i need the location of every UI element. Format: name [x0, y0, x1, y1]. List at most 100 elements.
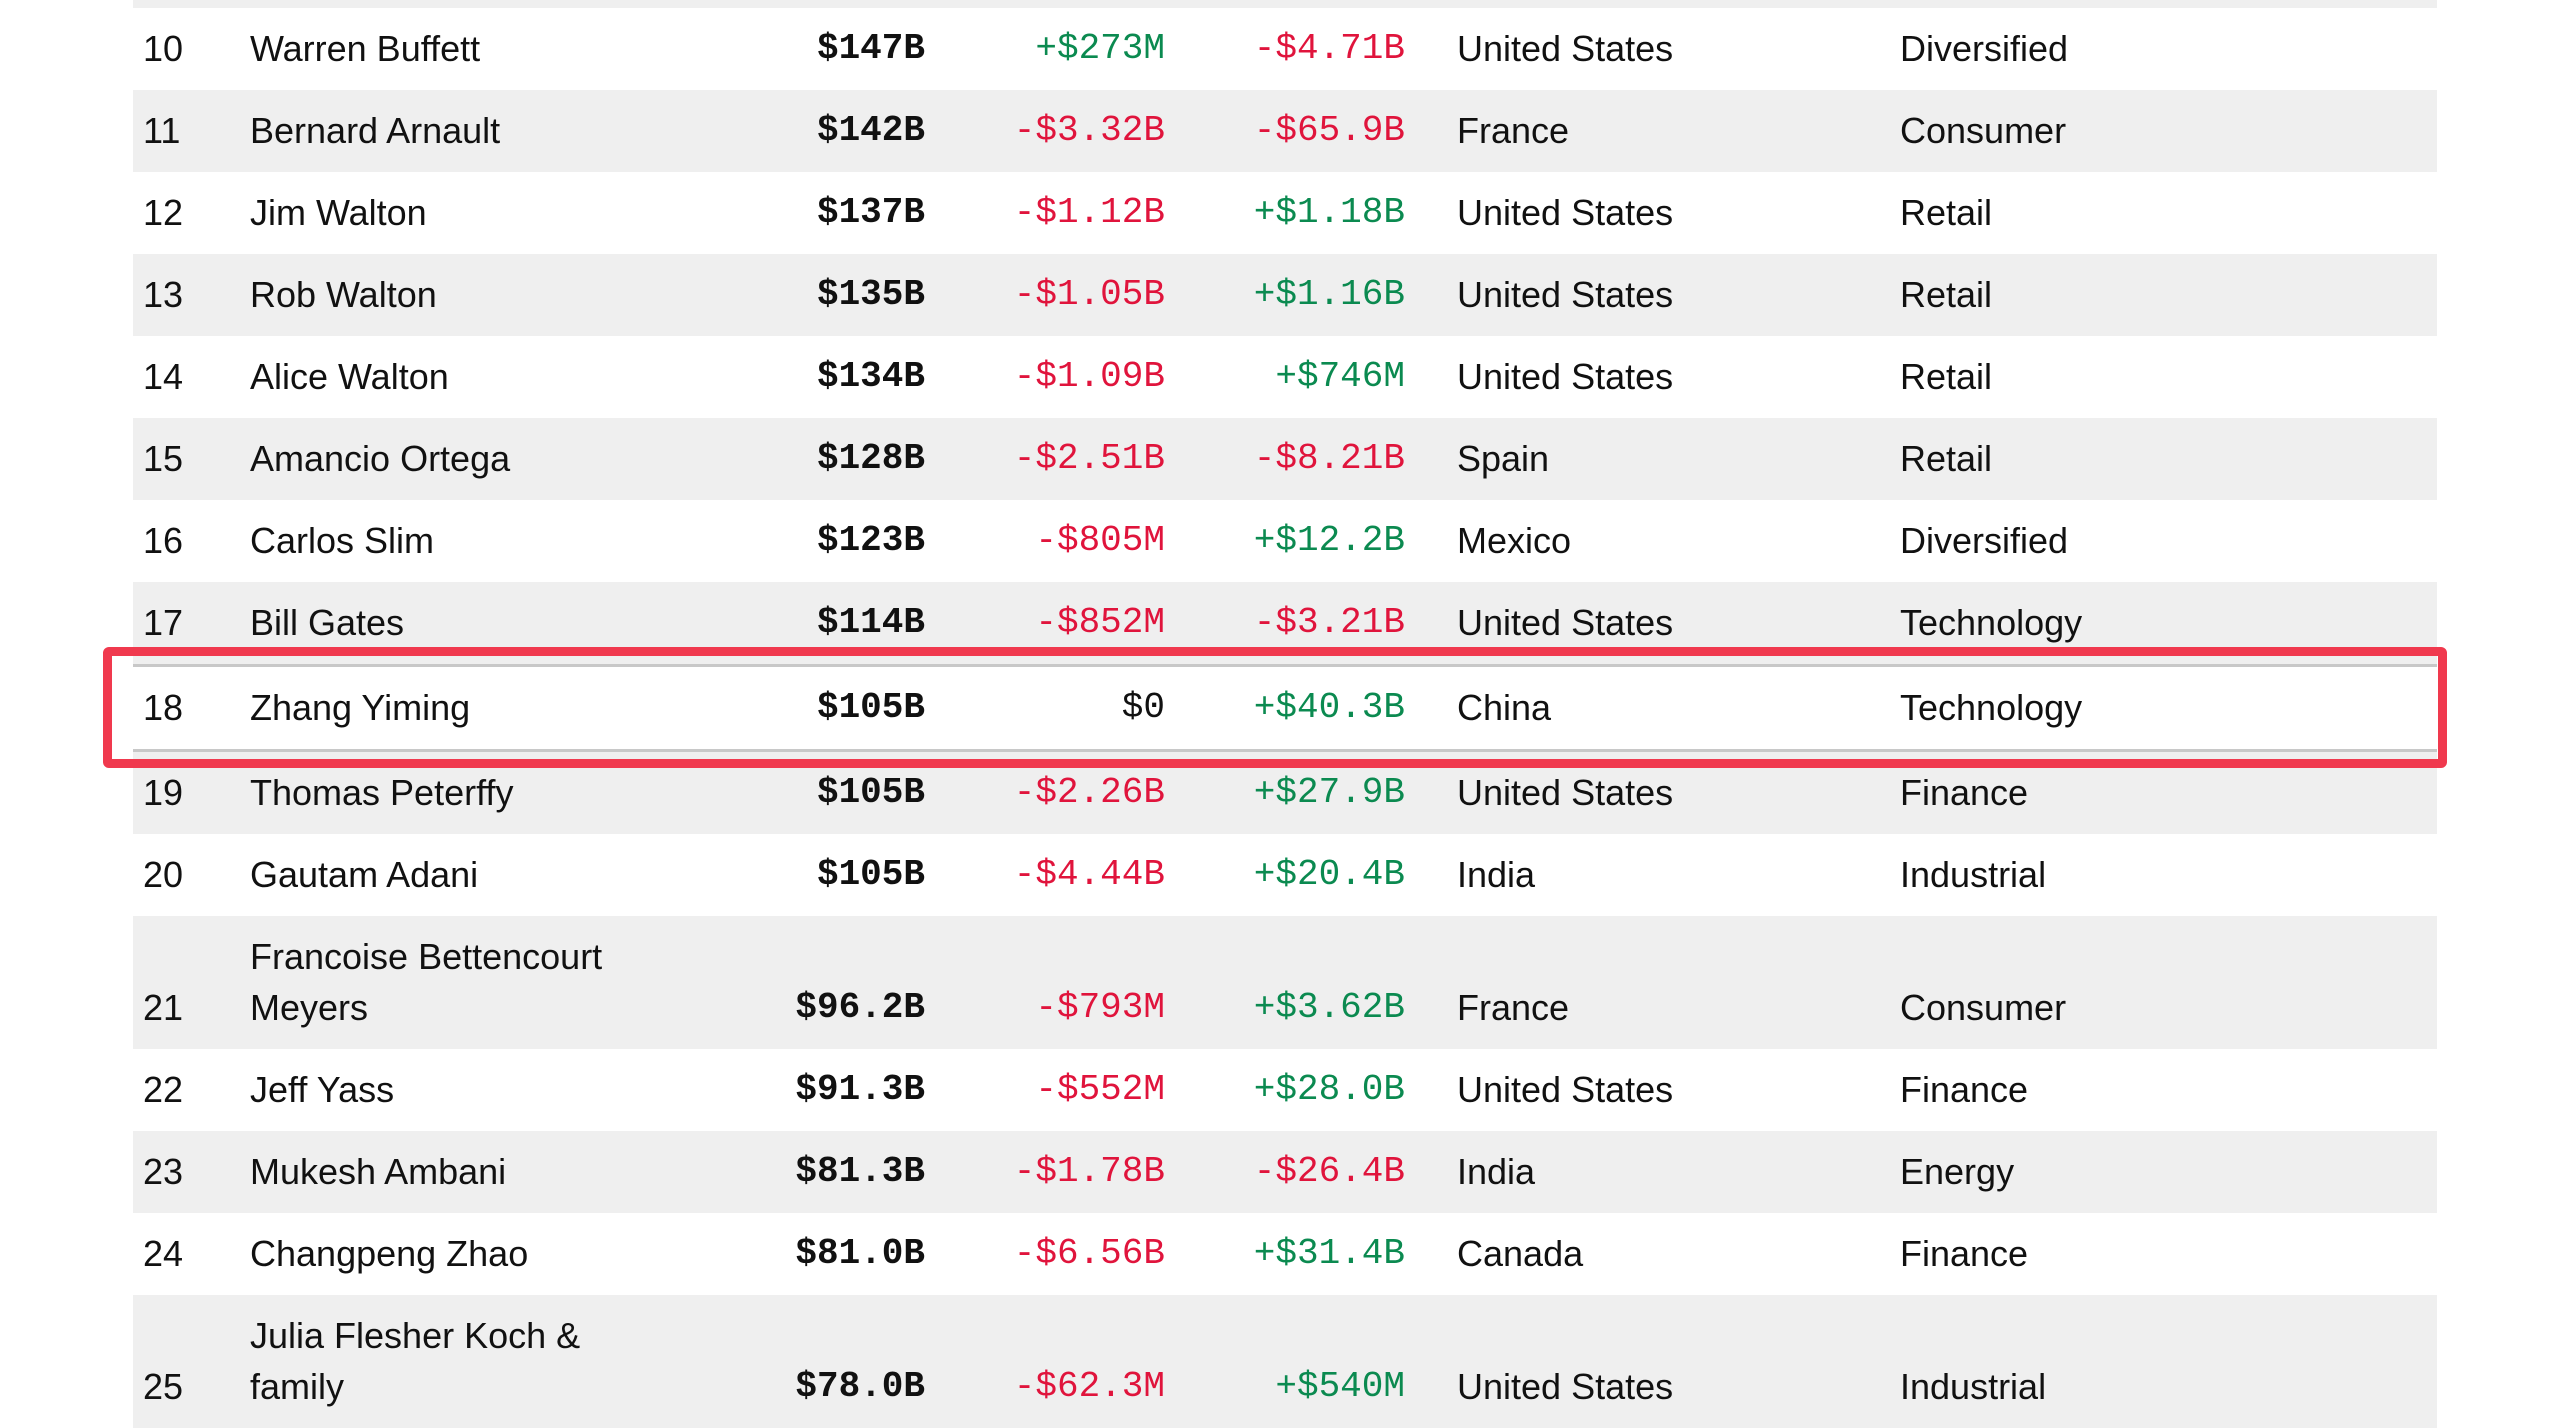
page: 10 Warren Buffett $147B +$273M -$4.71B United… — [103, 0, 2447, 1428]
industry-cell: Finance — [1900, 1069, 2029, 1110]
country-cell: United States — [1457, 274, 1674, 315]
rank-cell: 10 — [143, 28, 184, 69]
ytd-change-cell: -$65.9B — [1253, 110, 1405, 151]
industry-cell: Finance — [1900, 1233, 2029, 1274]
industry-cell: Retail — [1900, 356, 1993, 397]
rank-cell: 20 — [143, 854, 184, 895]
table-row[interactable]: 16 Carlos Slim $123B -$805M +$12.2B Mexico Div… — [133, 500, 2437, 582]
name-text: Julia Flesher Koch & family — [250, 1315, 581, 1407]
net-worth-cell: $137B — [816, 192, 925, 233]
table-row[interactable]: 25 Julia Flesher Koch & family $78.0B -$62.… — [133, 1295, 2437, 1428]
net-worth-cell: $105B — [760, 664, 935, 752]
name-text: Amancio Ortega — [250, 438, 511, 479]
ytd-change-cell: +$746M — [1275, 356, 1405, 397]
net-worth-cell: $78.0B — [795, 1366, 925, 1407]
table-row[interactable]: 23 Mukesh Ambani $81.3B -$1.78B -$26.4B India… — [133, 1131, 2437, 1213]
table-row[interactable]: 13 Rob Walton $135B -$1.05B +$1.16B United St… — [133, 254, 2437, 336]
last-change-cell: -$793M — [1035, 987, 1165, 1028]
name-cell: Changpeng Zhao — [240, 1213, 760, 1295]
ytd-change-cell: +$540M — [1275, 1366, 1405, 1407]
net-worth-cell: $81.0B — [795, 1233, 925, 1274]
country-cell: United States — [1457, 772, 1674, 813]
table-row[interactable]: 14 Alice Walton $134B -$1.09B +$746M United S… — [133, 336, 2437, 418]
last-change-cell: -$1.09B — [1013, 356, 1165, 397]
ytd-change-cell: -$8.21B — [1253, 438, 1405, 479]
ytd-change-cell: +$1.16B — [1253, 274, 1405, 315]
row-band — [133, 0, 2437, 8]
net-worth-cell: $91.3B — [795, 1069, 925, 1110]
net-worth-cell: $123B — [816, 520, 925, 561]
table-row[interactable]: 11 Bernard Arnault $142B -$3.32B -$65.9B Fran… — [133, 90, 2437, 172]
country-cell: India — [1457, 1151, 1536, 1192]
name-cell: Alice Walton — [240, 336, 760, 418]
net-worth-cell: $134B — [816, 356, 925, 397]
name-cell: Julia Flesher Koch & family — [240, 1295, 760, 1428]
industry-cell: Industrial — [1900, 854, 2047, 895]
last-change-cell: -$2.51B — [1013, 438, 1165, 479]
net-worth-cell: $135B — [816, 274, 925, 315]
rank-cell: 18 — [133, 664, 240, 752]
country-cell: United States — [1457, 356, 1674, 397]
last-change-cell: -$1.12B — [1013, 192, 1165, 233]
ytd-change-cell: +$28.0B — [1253, 1069, 1405, 1110]
net-worth-cell: $114B — [816, 602, 925, 643]
name-text: Rob Walton — [250, 274, 437, 315]
country-cell: China — [1415, 664, 1890, 752]
net-worth-cell: $147B — [816, 28, 925, 69]
ytd-change-cell: +$1.18B — [1253, 192, 1405, 233]
industry-cell: Consumer — [1900, 110, 2067, 151]
name-cell: Amancio Ortega — [240, 418, 760, 500]
ytd-change-cell: +$31.4B — [1253, 1233, 1405, 1274]
name-cell: Jeff Yass — [240, 1049, 760, 1131]
table-row[interactable]: 15 Amancio Ortega $128B -$2.51B -$8.21B Spain… — [133, 418, 2437, 500]
last-change-cell: -$4.44B — [1013, 854, 1165, 895]
name-cell: Carlos Slim — [240, 500, 760, 582]
industry-cell: Diversified — [1900, 28, 2069, 69]
name-text: Warren Buffett — [250, 28, 481, 69]
name-text: Jim Walton — [250, 192, 427, 233]
last-change-cell: -$1.05B — [1013, 274, 1165, 315]
net-worth-cell: $105B — [816, 854, 925, 895]
name-cell: Francoise Bettencourt Meyers — [240, 916, 760, 1049]
last-change-cell: -$3.32B — [1013, 110, 1165, 151]
name-cell: Thomas Peterffy — [240, 751, 760, 835]
industry-cell: Retail — [1900, 192, 1993, 233]
table-row[interactable]: 10 Warren Buffett $147B +$273M -$4.71B United… — [133, 8, 2437, 90]
table-row[interactable]: 20 Gautam Adani $105B -$4.44B +$20.4B India In… — [133, 834, 2437, 916]
table-row[interactable]: 22 Jeff Yass $91.3B -$552M +$28.0B United Sta… — [133, 1049, 2437, 1131]
country-cell: United States — [1457, 192, 1674, 233]
rank-cell: 22 — [143, 1069, 184, 1110]
rank-cell: 23 — [143, 1151, 184, 1192]
rank-cell: 11 — [143, 110, 181, 151]
net-worth-cell: $128B — [816, 438, 925, 479]
name-text: Zhang Yiming — [250, 687, 471, 728]
rank-cell: 12 — [143, 192, 184, 233]
country-cell: India — [1457, 854, 1536, 895]
last-change-cell: -$852M — [1035, 602, 1165, 643]
industry-cell: Consumer — [1900, 987, 2067, 1028]
rank-cell: 16 — [143, 520, 184, 561]
table-row[interactable]: 12 Jim Walton $137B -$1.12B +$1.18B United St… — [133, 172, 2437, 254]
table-row[interactable]: 21 Francoise Bettencourt Meyers $96.2B -$79… — [133, 916, 2437, 1049]
name-cell: Zhang Yiming — [240, 664, 760, 752]
country-cell: France — [1457, 110, 1570, 151]
highlight-box — [103, 646, 2447, 768]
last-change-cell: +$273M — [1035, 28, 1165, 69]
net-worth-cell: $96.2B — [795, 987, 925, 1028]
industry-cell: Diversified — [1900, 520, 2069, 561]
net-worth-cell: $105B — [816, 772, 925, 813]
net-worth-cell: $142B — [816, 110, 925, 151]
rank-cell: 21 — [143, 987, 184, 1028]
last-change-cell: -$805M — [1035, 520, 1165, 561]
industry-cell: Technology — [1900, 602, 2083, 643]
ytd-change-cell: -$4.71B — [1253, 28, 1405, 69]
ytd-change-cell: -$26.4B — [1253, 1151, 1405, 1192]
ytd-change-cell: +$27.9B — [1253, 772, 1405, 813]
last-change-cell: -$1.78B — [1013, 1151, 1165, 1192]
table-row[interactable]: 18 Zhang Yiming $105B $0 +$40.3B China Technol… — [133, 664, 2437, 752]
ytd-change-cell: -$3.21B — [1253, 602, 1405, 643]
table-row[interactable]: 24 Changpeng Zhao $81.0B -$6.56B +$31.4B Cana… — [133, 1213, 2437, 1295]
last-change-cell: -$2.26B — [1013, 772, 1165, 813]
country-cell: United States — [1457, 28, 1674, 69]
industry-cell: Technology — [1890, 664, 2437, 752]
